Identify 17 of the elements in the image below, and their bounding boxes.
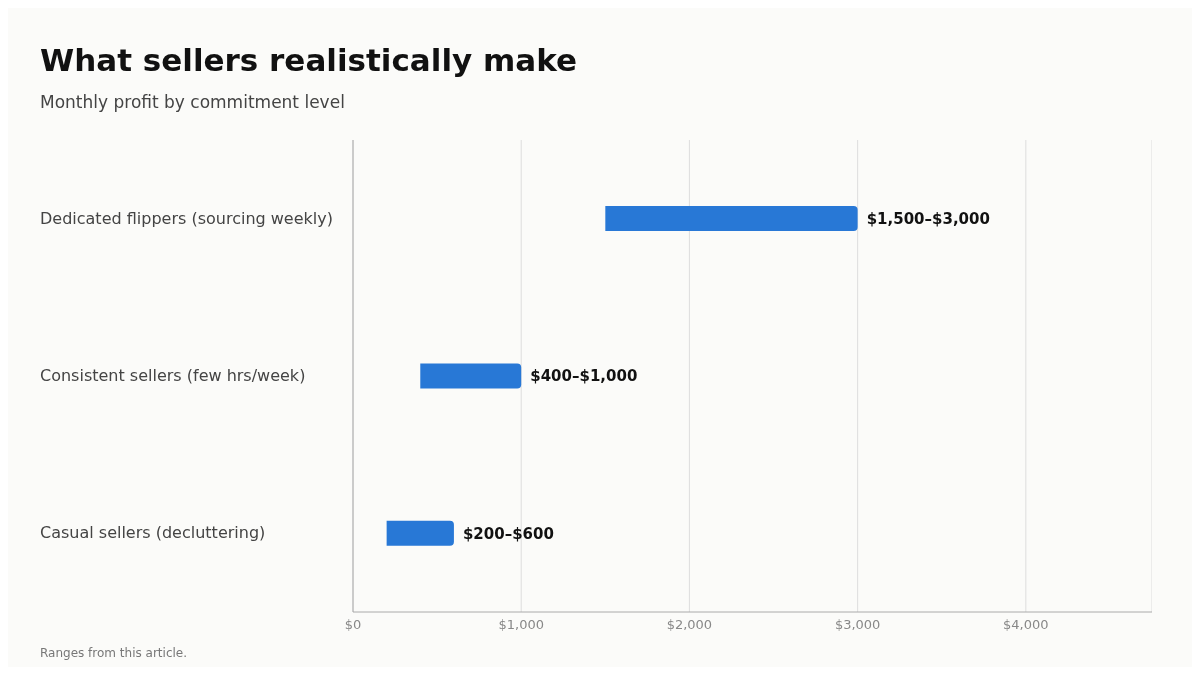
x-tick-label: $3,000 xyxy=(834,617,881,633)
bar xyxy=(420,363,522,389)
data-label: $1,500–$3,000 xyxy=(866,209,990,228)
data-label: $400–$1,000 xyxy=(530,367,638,386)
chart-title: What sellers realistically make xyxy=(40,42,578,78)
data-label: $200–$600 xyxy=(462,524,554,543)
x-tick-label: $2,000 xyxy=(666,617,713,633)
y-tick-label: Dedicated flippers (sourcing weekly) xyxy=(40,208,333,228)
x-tick-label: $0 xyxy=(344,617,362,633)
y-tick-label: Consistent sellers (few hrs/week) xyxy=(40,366,306,385)
y-tick-label: Casual sellers (decluttering) xyxy=(40,523,266,543)
text: Ranges from this article. xyxy=(40,646,188,660)
text: Monthly profit by commitment level xyxy=(40,92,345,112)
bar xyxy=(386,520,454,546)
x-tick-label: $4,000 xyxy=(1003,617,1049,633)
bar xyxy=(605,206,858,232)
x-tick-label: $1,000 xyxy=(498,617,544,633)
